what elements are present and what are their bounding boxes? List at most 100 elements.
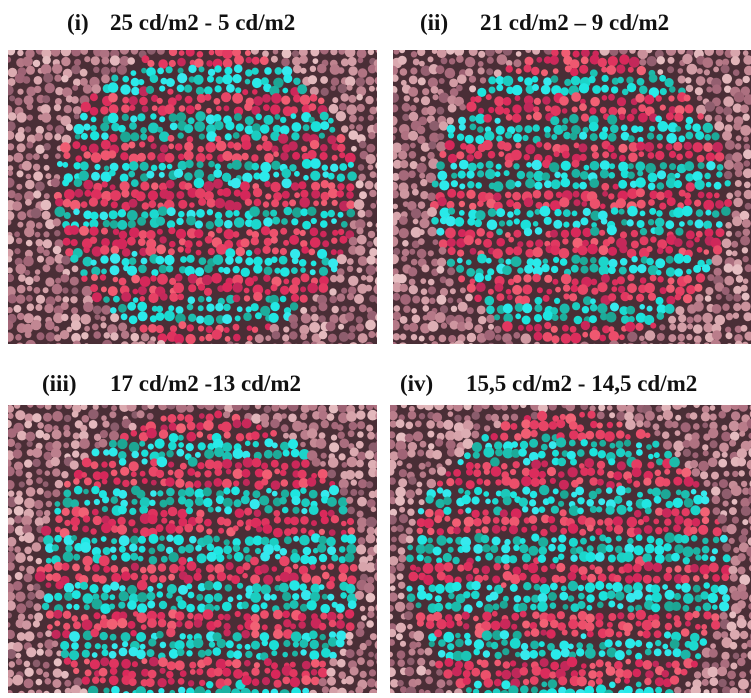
dot (280, 548, 288, 556)
dot (722, 452, 728, 458)
dot (464, 633, 471, 640)
dot (310, 158, 321, 169)
dot (447, 259, 455, 267)
dot (400, 189, 410, 199)
dot (716, 221, 723, 228)
dot (168, 227, 175, 234)
dot (262, 640, 268, 646)
dot (186, 105, 195, 114)
dot (66, 124, 73, 131)
dot (653, 563, 663, 573)
dot (708, 667, 719, 678)
dot (366, 425, 373, 432)
dot (18, 274, 26, 282)
dot (484, 330, 495, 341)
dot (452, 667, 462, 677)
dot (642, 553, 652, 563)
dot (223, 411, 230, 418)
dot (27, 115, 33, 121)
dot (91, 274, 98, 281)
dot (485, 296, 495, 306)
dot (101, 461, 107, 467)
dot (91, 538, 97, 544)
dot (158, 564, 166, 572)
dot (109, 104, 119, 114)
dot (298, 621, 306, 629)
dot (110, 582, 119, 591)
dot (711, 472, 719, 480)
dot (169, 433, 179, 443)
dot (534, 324, 542, 332)
dot (290, 623, 296, 629)
dot (494, 283, 503, 292)
dot (423, 575, 433, 585)
dot (341, 221, 348, 228)
dot (159, 430, 168, 439)
dot (467, 218, 475, 226)
dot (409, 249, 415, 255)
dot (109, 411, 116, 418)
dot (35, 145, 44, 154)
dot (36, 679, 43, 686)
dot (45, 678, 52, 685)
dot (475, 210, 485, 220)
dot (233, 650, 242, 659)
dot (214, 605, 220, 611)
dot (236, 433, 244, 441)
dot (417, 648, 424, 655)
dot (131, 275, 140, 284)
dot (120, 467, 129, 476)
dot (148, 638, 156, 646)
dot (338, 229, 344, 235)
dot (109, 210, 118, 219)
dot (500, 619, 511, 630)
dot (500, 630, 509, 639)
dot (444, 516, 450, 522)
dot (195, 188, 206, 199)
dot (264, 238, 272, 246)
dot (399, 507, 405, 513)
dot (522, 303, 532, 313)
dot (214, 65, 221, 72)
dot (92, 448, 100, 456)
dot (26, 600, 34, 608)
dot (712, 548, 718, 554)
dot (319, 267, 328, 276)
dot (540, 577, 547, 584)
dot (542, 96, 550, 104)
dot (365, 640, 371, 646)
dot (563, 293, 569, 299)
dot (271, 237, 278, 244)
dot (730, 48, 740, 58)
dot (428, 443, 434, 449)
dot (272, 442, 278, 448)
dot (731, 411, 740, 420)
dot (643, 575, 652, 584)
dot (92, 509, 99, 516)
dot (367, 255, 376, 264)
dot (26, 566, 35, 575)
dot (54, 593, 62, 601)
dot (300, 230, 306, 236)
dot (703, 450, 709, 456)
dot (739, 671, 746, 678)
dot (735, 341, 743, 349)
dot (6, 630, 15, 639)
dot (168, 305, 174, 311)
dot (209, 50, 215, 56)
dot (185, 334, 195, 344)
dot (370, 171, 377, 178)
dot (627, 478, 633, 484)
panel-label: (iv) (400, 371, 433, 396)
dot (338, 671, 346, 679)
dot (559, 592, 568, 601)
dot (478, 108, 484, 114)
dot (289, 164, 296, 171)
dot (102, 57, 110, 65)
dot (584, 458, 594, 468)
dot (590, 564, 596, 570)
dot (397, 525, 404, 532)
dot (151, 480, 157, 486)
dot (119, 278, 127, 286)
dot (227, 341, 233, 347)
